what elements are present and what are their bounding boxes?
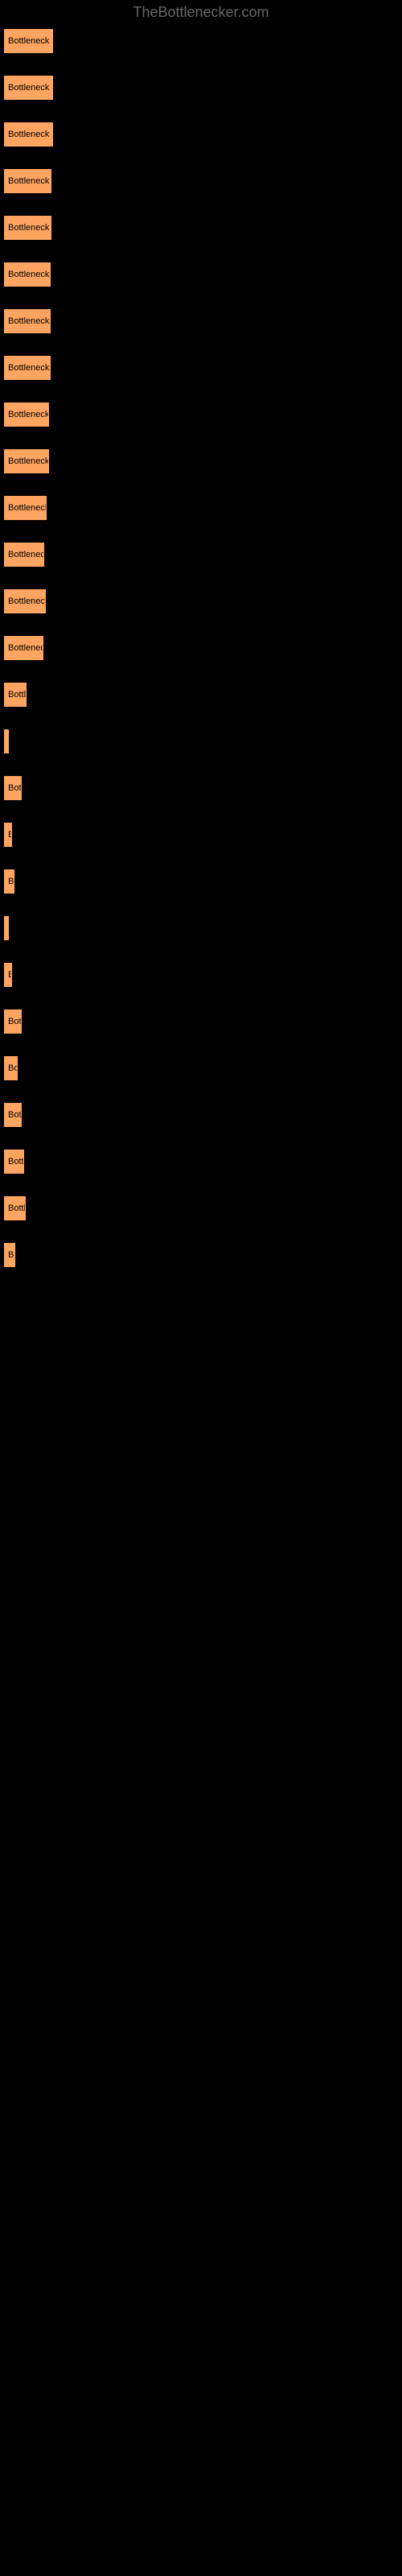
bar-label: Bottl bbox=[8, 1157, 24, 1166]
bar-label: Bo bbox=[8, 877, 14, 886]
bar-label: Bott bbox=[8, 783, 22, 793]
bar-row: Bo bbox=[4, 1243, 398, 1267]
bar-label: Bott bbox=[8, 1110, 22, 1120]
bar-row: Bottleneck r bbox=[4, 402, 398, 427]
bar-row: Bottleneck re bbox=[4, 356, 398, 380]
bar: Bottleneck res bbox=[4, 76, 53, 100]
bar-label: Bottle bbox=[8, 690, 27, 700]
bar: Bottleneck r bbox=[4, 402, 49, 427]
bar-label: Bottleneck r bbox=[8, 456, 49, 466]
bar: Bottleneck re bbox=[4, 356, 51, 380]
bar-row: Bottleneck bbox=[4, 589, 398, 613]
bar-label: Bottle bbox=[8, 1203, 26, 1213]
bar: Bottleneck re bbox=[4, 309, 51, 333]
bar-label: Bottleneck re bbox=[8, 363, 51, 373]
bar-row: B bbox=[4, 823, 398, 847]
bar: Bott bbox=[4, 776, 22, 800]
watermark-text: TheBottlenecker.com bbox=[0, 0, 402, 29]
bar: Bo bbox=[4, 1243, 15, 1267]
bar-row: Bottleneck re bbox=[4, 169, 398, 193]
bar: Bo bbox=[4, 1056, 18, 1080]
bar: Bottleneck bbox=[4, 589, 46, 613]
bar-label: Bottleneck re bbox=[8, 270, 51, 279]
bar-row: Bottleneck bbox=[4, 496, 398, 520]
bar: Bottle bbox=[4, 1196, 26, 1220]
bar-row: Bottleneck bbox=[4, 543, 398, 567]
bar: Bottleneck bbox=[4, 636, 43, 660]
bar-row: Bo bbox=[4, 869, 398, 894]
bar-row: Bottleneck re bbox=[4, 309, 398, 333]
bar-label: Bottleneck re bbox=[8, 223, 51, 233]
bar: B bbox=[4, 963, 12, 987]
bar: Bottle bbox=[4, 683, 27, 707]
bar: Bott bbox=[4, 1103, 22, 1127]
bar: Bottleneck res bbox=[4, 122, 53, 147]
bar-row: Bottleneck res bbox=[4, 29, 398, 53]
bar-label: Bottleneck bbox=[8, 597, 46, 606]
bar: B bbox=[4, 823, 12, 847]
bar-label: Bottleneck r bbox=[8, 410, 49, 419]
bar: Bo bbox=[4, 869, 14, 894]
bar: Bottl bbox=[4, 1150, 24, 1174]
bar-row: Bottleneck re bbox=[4, 262, 398, 287]
bar-label: Bottleneck res bbox=[8, 130, 53, 139]
bar: Bottleneck re bbox=[4, 216, 51, 240]
bar-row: B bbox=[4, 963, 398, 987]
bar-row bbox=[4, 916, 398, 940]
bar-label: Bottleneck bbox=[8, 550, 44, 559]
bar-row: Bottle bbox=[4, 1196, 398, 1220]
bar bbox=[4, 729, 9, 753]
bar-label: Bottleneck bbox=[8, 503, 47, 513]
bar-label: Bottleneck re bbox=[8, 316, 51, 326]
bar-row bbox=[4, 729, 398, 753]
bar-row: Bott bbox=[4, 1103, 398, 1127]
bar-row: Bottleneck bbox=[4, 636, 398, 660]
bar bbox=[4, 916, 9, 940]
bar: Bottleneck re bbox=[4, 169, 51, 193]
bar: Bottleneck re bbox=[4, 262, 51, 287]
bar: Bottleneck res bbox=[4, 29, 53, 53]
bar-row: Bott bbox=[4, 1009, 398, 1034]
bar-row: Bottleneck re bbox=[4, 216, 398, 240]
bar-label: B bbox=[8, 970, 12, 980]
bar-row: Bott bbox=[4, 776, 398, 800]
bar-label: Bottleneck res bbox=[8, 83, 53, 93]
bar: Bottleneck r bbox=[4, 449, 49, 473]
bar: Bottleneck bbox=[4, 543, 44, 567]
bar-row: Bottl bbox=[4, 1150, 398, 1174]
bar-row: Bottleneck res bbox=[4, 76, 398, 100]
bar-label: Bo bbox=[8, 1250, 15, 1260]
bar-row: Bottle bbox=[4, 683, 398, 707]
bar-chart: Bottleneck res Bottleneck res Bottleneck r… bbox=[0, 29, 402, 1267]
bar-row: Bottleneck r bbox=[4, 449, 398, 473]
bar-label: Bottleneck res bbox=[8, 36, 53, 46]
bar-row: Bottleneck res bbox=[4, 122, 398, 147]
bar-label: Bottleneck re bbox=[8, 176, 51, 186]
bar: Bott bbox=[4, 1009, 22, 1034]
bar-label: Bottleneck bbox=[8, 643, 43, 653]
bar-label: B bbox=[8, 830, 12, 840]
bar-label: Bo bbox=[8, 1063, 18, 1073]
bar: Bottleneck bbox=[4, 496, 47, 520]
bar-label: Bott bbox=[8, 1017, 22, 1026]
bar-row: Bo bbox=[4, 1056, 398, 1080]
